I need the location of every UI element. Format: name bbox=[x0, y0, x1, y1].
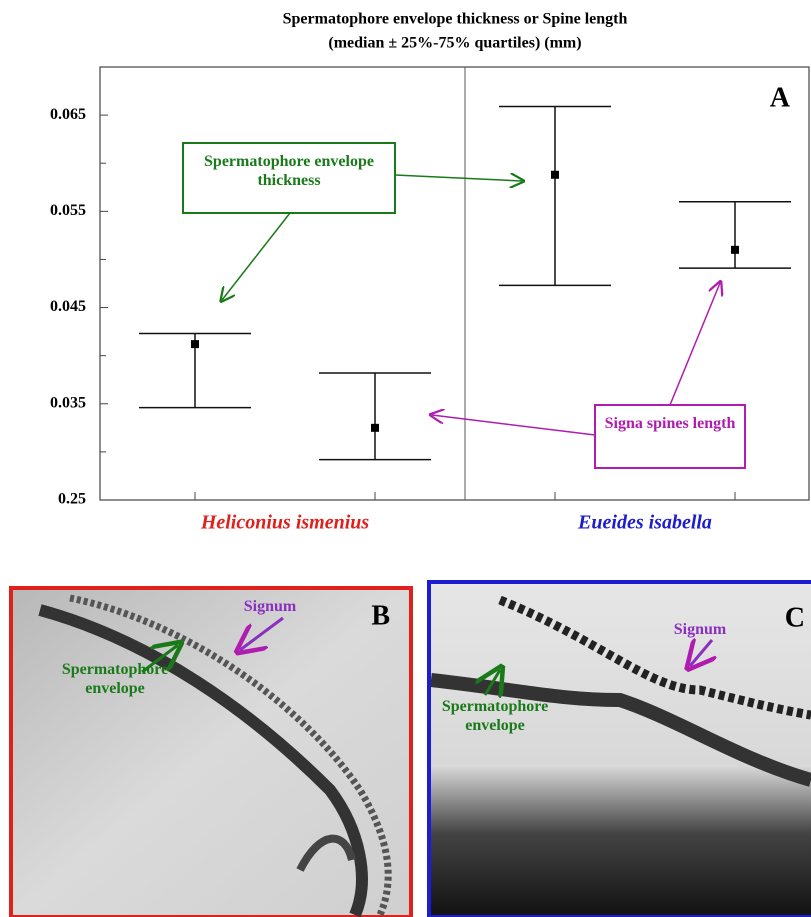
photo-c bbox=[427, 580, 811, 917]
panel-letter: A bbox=[770, 82, 791, 113]
annotation-text: Spermatophore envelope thickness bbox=[204, 153, 374, 190]
y-tick-label: 0.25 bbox=[58, 491, 86, 508]
x-category-label: Heliconius ismenius bbox=[200, 512, 370, 534]
y-tick-label: 0.055 bbox=[50, 202, 86, 219]
median-marker bbox=[731, 245, 739, 254]
x-category-label: Eueides isabella bbox=[577, 512, 712, 534]
annotation-box bbox=[594, 404, 746, 469]
panel-letter: C bbox=[785, 602, 805, 633]
arrow bbox=[394, 175, 522, 181]
plot-frame bbox=[99, 66, 810, 501]
median-marker bbox=[191, 340, 199, 349]
annotation-box bbox=[182, 142, 396, 214]
y-tick-label: 0.045 bbox=[50, 298, 86, 315]
arrow bbox=[222, 212, 291, 300]
photo-envelope bbox=[38, 604, 368, 917]
y-tick-label: 0.065 bbox=[50, 106, 86, 123]
arrow bbox=[690, 640, 712, 666]
photo-label: Signum bbox=[243, 598, 297, 615]
photo-label: Signum bbox=[673, 621, 727, 638]
arrow bbox=[485, 670, 500, 695]
median-marker bbox=[371, 423, 379, 432]
photo-label: Spermatophore envelope bbox=[61, 661, 169, 698]
y-tick-label: 0.035 bbox=[50, 394, 86, 411]
photo-b bbox=[9, 586, 413, 917]
median-marker bbox=[551, 170, 559, 179]
chart-title: Spermatophore envelope thickness or Spin… bbox=[283, 11, 628, 28]
arrow bbox=[240, 616, 284, 650]
arrow bbox=[141, 645, 178, 674]
photo-detail bbox=[296, 834, 356, 872]
photo-label: Spermatophore envelope bbox=[441, 698, 549, 735]
chart-subtitle: (median ± 25%-75% quartiles) (mm) bbox=[328, 35, 581, 52]
photo-signum bbox=[69, 594, 392, 917]
annotation-text: Signa spines length bbox=[604, 415, 736, 432]
arrow bbox=[432, 415, 596, 436]
panel-letter: B bbox=[371, 600, 390, 631]
arrow bbox=[669, 283, 720, 406]
photo-signum bbox=[498, 595, 811, 720]
